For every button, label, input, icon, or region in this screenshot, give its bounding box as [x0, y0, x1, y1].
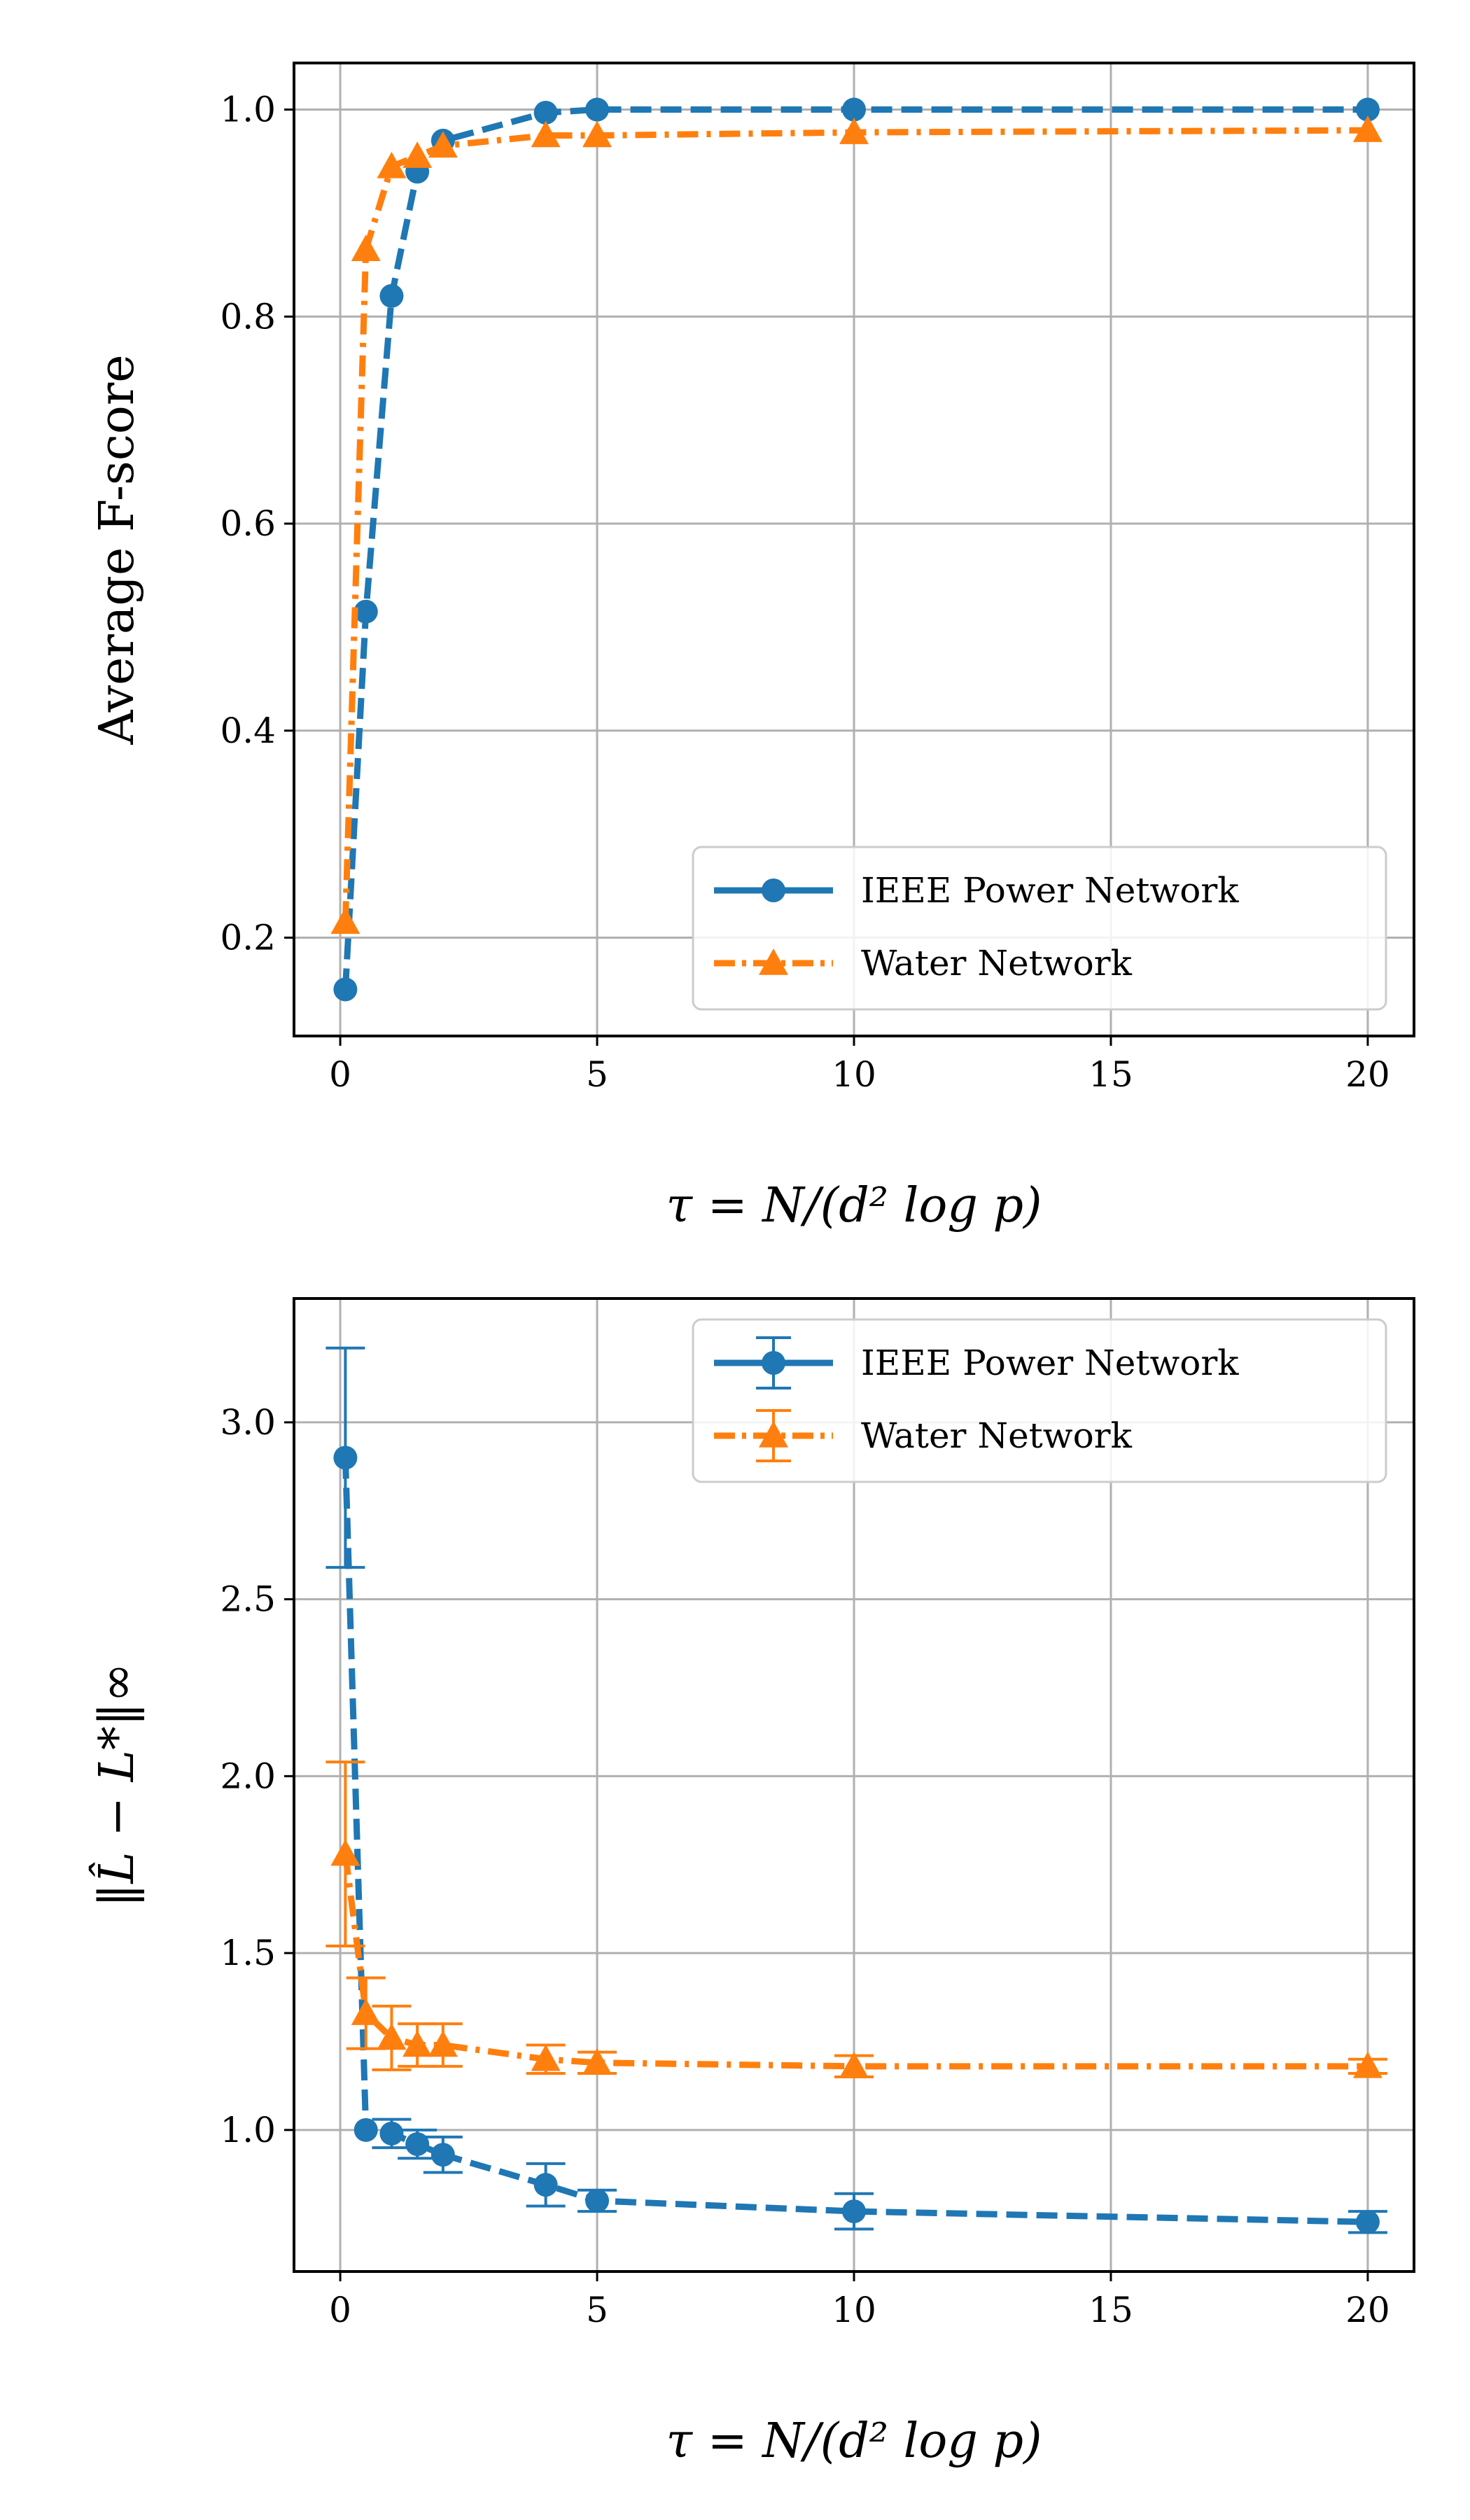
error-ticks: 0 5 10 15 20 1.0 1.5 2.0 2.5 3.0 — [220, 1402, 1390, 2330]
fscore-series-layer — [330, 97, 1382, 1002]
fscore-y-tick-label: 1.0 — [220, 90, 276, 130]
error-x-axis-label: τ = N/(d² log p) — [666, 2414, 1042, 2469]
fscore-y-tick-label: 0.4 — [220, 710, 276, 751]
fscore-legend-item-water: Water Network — [714, 943, 1133, 983]
fscore-x-tick-label: 15 — [1088, 1054, 1133, 1095]
error-series-ieee-point — [842, 2199, 866, 2224]
fscore-series-water-point — [1352, 115, 1382, 142]
error-legend: IEEE Power Network Water Network — [692, 1318, 1387, 1483]
fscore-legend: IEEE Power Network Water Network — [692, 846, 1387, 1011]
fscore-series-water — [330, 115, 1382, 934]
fscore-series-ieee-point — [842, 97, 866, 122]
fscore-series-ieee-point — [585, 97, 610, 122]
error-legend-item-ieee: IEEE Power Network — [714, 1336, 1239, 1390]
error-series-water — [326, 1760, 1387, 2078]
fscore-legend-box — [692, 846, 1387, 1011]
fscore-series-water-point — [330, 907, 360, 934]
fscore-series-water-point — [377, 151, 407, 178]
fscore-series-water-point — [402, 141, 433, 168]
error-series-ieee-point — [379, 2121, 404, 2146]
fscore-y-tick-label: 0.6 — [220, 503, 276, 544]
fscore-x-tick-label: 20 — [1345, 1054, 1390, 1095]
fscore-legend-marker — [762, 878, 785, 902]
fscore-legend-marker — [759, 948, 788, 975]
error-x-tick-label: 20 — [1345, 2290, 1390, 2330]
fscore-y-tick-label: 0.2 — [220, 918, 276, 958]
fscore-series-ieee-point — [533, 100, 558, 125]
error-series-ieee-point — [430, 2143, 455, 2167]
fscore-series-ieee-point — [379, 284, 404, 308]
fscore-series-ieee-point — [333, 977, 358, 1002]
fscore-series-water-point — [582, 120, 612, 148]
fscore-legend-item-ieee: IEEE Power Network — [714, 870, 1239, 911]
fscore-series-water-point — [531, 120, 561, 148]
error-y-tick-label: 2.5 — [220, 1579, 276, 1620]
error-x-tick-label: 5 — [586, 2290, 608, 2330]
fscore-x-tick-label: 0 — [329, 1054, 351, 1095]
error-series-water-point — [839, 2051, 869, 2078]
error-series-water-point — [531, 2044, 561, 2071]
error-legend-label: IEEE Power Network — [861, 1343, 1239, 1383]
error-y-tick-label: 3.0 — [220, 1402, 276, 1443]
fscore-x-tick-label: 10 — [832, 1054, 876, 1095]
fscore-series-water-point — [428, 131, 458, 158]
error-series-water-point — [582, 2047, 612, 2075]
error-x-tick-label: 10 — [832, 2290, 876, 2330]
error-x-tick-label: 0 — [329, 2290, 351, 2330]
error-series-ieee-point — [533, 2173, 558, 2197]
error-legend-item-water: Water Network — [714, 1409, 1133, 1462]
error-legend-marker — [759, 1421, 788, 1448]
fscore-y-axis-label: Average F-score — [90, 354, 145, 745]
error-y-axis-label: ‖L̂ − L*‖∞ — [89, 1662, 145, 1907]
error-series-ieee-point — [354, 2118, 378, 2142]
error-y-tick-label: 1.0 — [220, 2110, 276, 2150]
error-series-water-point — [377, 2023, 407, 2050]
error-series-ieee-point — [405, 2132, 430, 2157]
fscore-series-water-point — [839, 118, 869, 144]
error-series-ieee-point — [585, 2188, 610, 2213]
fscore-legend-label: IEEE Power Network — [861, 870, 1239, 911]
error-y-tick-label: 2.0 — [220, 1756, 276, 1796]
error-legend-marker — [762, 1351, 785, 1375]
error-series-ieee-point — [333, 1446, 358, 1470]
fscore-legend-entries: IEEE Power Network Water Network — [714, 870, 1239, 983]
fscore-chart: 0 5 10 15 20 0.2 0.4 0.6 0.8 1.0 τ = N/(d² log p)… — [90, 62, 1415, 1233]
error-x-tick-label: 15 — [1088, 2290, 1133, 2330]
fscore-y-tick-label: 0.8 — [220, 296, 276, 337]
fscore-x-axis-label: τ = N/(d² log p) — [666, 1178, 1042, 1233]
fscore-legend-label: Water Network — [861, 943, 1133, 983]
error-legend-entries: IEEE Power Network Water Network — [714, 1336, 1239, 1462]
fscore-series-ieee-point — [1355, 97, 1380, 122]
error-y-tick-label: 1.5 — [220, 1933, 276, 1973]
error-series-water-point — [402, 2030, 433, 2057]
error-series-water-point — [351, 1998, 381, 2025]
error-series-layer — [326, 1346, 1387, 2234]
error-legend-box — [692, 1318, 1387, 1483]
fscore-series-water-point — [351, 234, 381, 261]
fscore-series-ieee-point — [354, 599, 378, 624]
error-legend-label: Water Network — [861, 1415, 1133, 1456]
fscore-x-tick-label: 5 — [586, 1054, 608, 1095]
error-series-water-point — [1352, 2051, 1382, 2078]
error-series-ieee — [326, 1346, 1387, 2234]
error-series-water-point — [428, 2030, 458, 2057]
error-norm-chart: 0 5 10 15 20 1.0 1.5 2.0 2.5 3.0 τ = N/(d² log p)… — [89, 1297, 1415, 2469]
fscore-ticks: 0 5 10 15 20 0.2 0.4 0.6 0.8 1.0 — [220, 90, 1390, 1095]
error-series-water-point — [330, 1839, 360, 1866]
error-series-ieee-point — [1355, 2210, 1380, 2234]
